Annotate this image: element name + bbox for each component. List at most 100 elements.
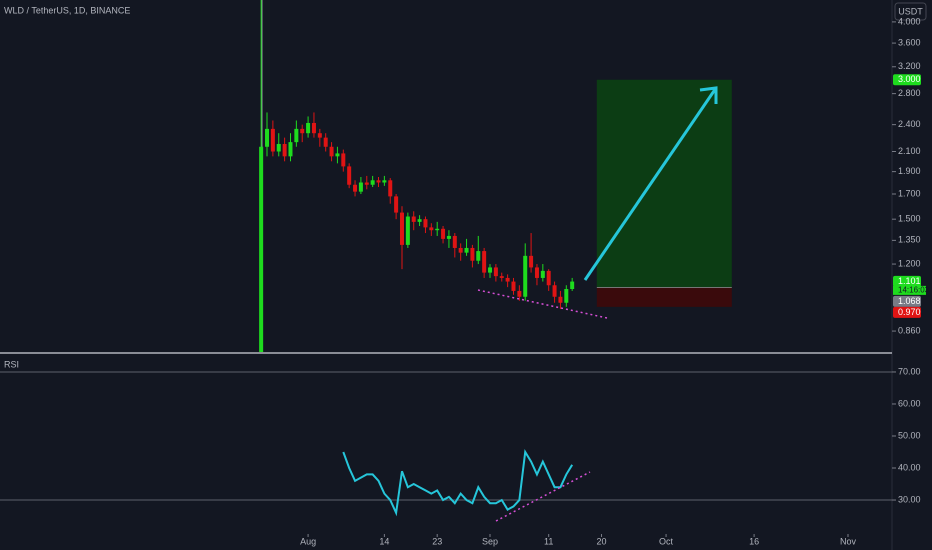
x-tick-label: Oct — [659, 536, 674, 546]
candle-body — [446, 235, 451, 239]
candle-body — [505, 277, 510, 282]
price-pane — [259, 0, 732, 352]
candle-body — [558, 296, 563, 303]
currency-label[interactable]: USDT — [898, 6, 923, 16]
candle-body — [493, 267, 498, 277]
candle-body — [376, 180, 381, 183]
rsi-title: RSI — [4, 359, 19, 369]
candle-body — [470, 247, 475, 261]
candle-body — [540, 270, 545, 278]
arrow-head — [699, 86, 718, 104]
rsi-line — [342, 449, 574, 517]
candle-body — [364, 182, 369, 185]
x-tick-label: 23 — [432, 536, 442, 546]
y-tick-label: 2.400 — [898, 119, 921, 129]
candle-body — [435, 228, 440, 231]
y-tick-label: 70.00 — [898, 366, 921, 376]
x-tick-label: 11 — [544, 536, 553, 546]
candle-body — [429, 227, 434, 231]
candle-body — [499, 276, 504, 278]
candle-body — [482, 251, 487, 273]
stop-zone — [596, 287, 732, 307]
candle-body — [347, 166, 352, 185]
candle-body — [529, 255, 534, 268]
x-tick-label: 16 — [749, 536, 759, 546]
x-tick-label: Sep — [482, 536, 498, 546]
target-label-bg — [893, 74, 921, 86]
candle-body — [488, 267, 493, 273]
y-tick-label: 3.200 — [898, 61, 921, 71]
target-label: 3.000 — [898, 74, 921, 84]
candle-body — [464, 247, 469, 253]
candle-body — [335, 153, 340, 157]
candle-body — [394, 196, 399, 213]
candle-body — [452, 235, 457, 248]
candle-body — [329, 146, 334, 157]
candle-body — [306, 122, 311, 134]
candle-body — [270, 128, 275, 152]
y-tick-label: 4.000 — [898, 16, 921, 26]
candle-body — [511, 281, 516, 291]
candle-body — [288, 142, 293, 157]
candle-body — [534, 267, 539, 278]
candle-body — [476, 251, 481, 261]
y-tick-label: 1.900 — [898, 166, 921, 176]
candle-body — [564, 289, 569, 303]
candle-body — [265, 128, 270, 147]
candle-body — [411, 216, 416, 222]
candle-body — [517, 290, 522, 297]
candle-body — [523, 255, 528, 297]
entry-label-bg — [893, 295, 921, 307]
candle-body — [417, 219, 422, 222]
trend-line — [477, 289, 608, 319]
candle-body — [399, 212, 404, 245]
x-tick-label: 14 — [379, 536, 389, 546]
candle-body — [405, 216, 410, 245]
candle-body — [458, 247, 463, 253]
candle-body — [353, 184, 358, 192]
candle-body — [382, 180, 387, 183]
candle-body — [341, 153, 346, 167]
y-tick-label: 1.700 — [898, 188, 921, 198]
y-tick-label: 1.500 — [898, 214, 921, 224]
y-tick-label: 1.200 — [898, 258, 921, 268]
candle-body — [300, 128, 305, 134]
candle-body — [441, 228, 446, 239]
candle-body — [546, 270, 551, 286]
candle-body — [323, 137, 328, 147]
y-tick-label: 2.100 — [898, 146, 921, 156]
arrow — [583, 87, 718, 281]
candle-body — [423, 219, 428, 228]
last-price-label-bg — [893, 275, 921, 287]
x-tick-label: 20 — [597, 536, 607, 546]
currency-button[interactable] — [894, 2, 927, 21]
stop-label-bg — [893, 306, 921, 318]
candle-body — [552, 285, 557, 297]
rsi-trend-line — [495, 471, 591, 522]
stop-label: 0.970 — [898, 307, 921, 317]
y-tick-label: 60.00 — [898, 398, 921, 408]
candle-body — [317, 133, 322, 138]
last-price-label: 1.101 — [898, 276, 921, 286]
x-tick-label: Aug — [300, 536, 316, 546]
y-tick-label: 50.00 — [898, 430, 921, 440]
countdown: 14:16:03 — [898, 285, 930, 294]
y-tick-label: 1.350 — [898, 235, 921, 245]
y-tick-label: 0.860 — [898, 325, 921, 335]
candle-body — [358, 182, 363, 192]
entry-label: 1.068 — [898, 296, 921, 306]
candle-body — [282, 143, 287, 157]
y-tick-label: 30.00 — [898, 494, 921, 504]
y-tick-label: 2.800 — [898, 88, 921, 98]
target-zone — [596, 79, 732, 288]
candle-body — [370, 180, 375, 185]
candle-body — [311, 122, 316, 134]
candle-body — [570, 281, 575, 290]
y-tick-label: 3.600 — [898, 37, 921, 47]
candle-body — [294, 128, 299, 143]
rsi-pane — [0, 371, 892, 517]
countdown-bg — [893, 285, 926, 295]
candle-body — [259, 146, 264, 352]
chart-title: WLD / TetherUS, 1D, BINANCE — [4, 5, 130, 15]
